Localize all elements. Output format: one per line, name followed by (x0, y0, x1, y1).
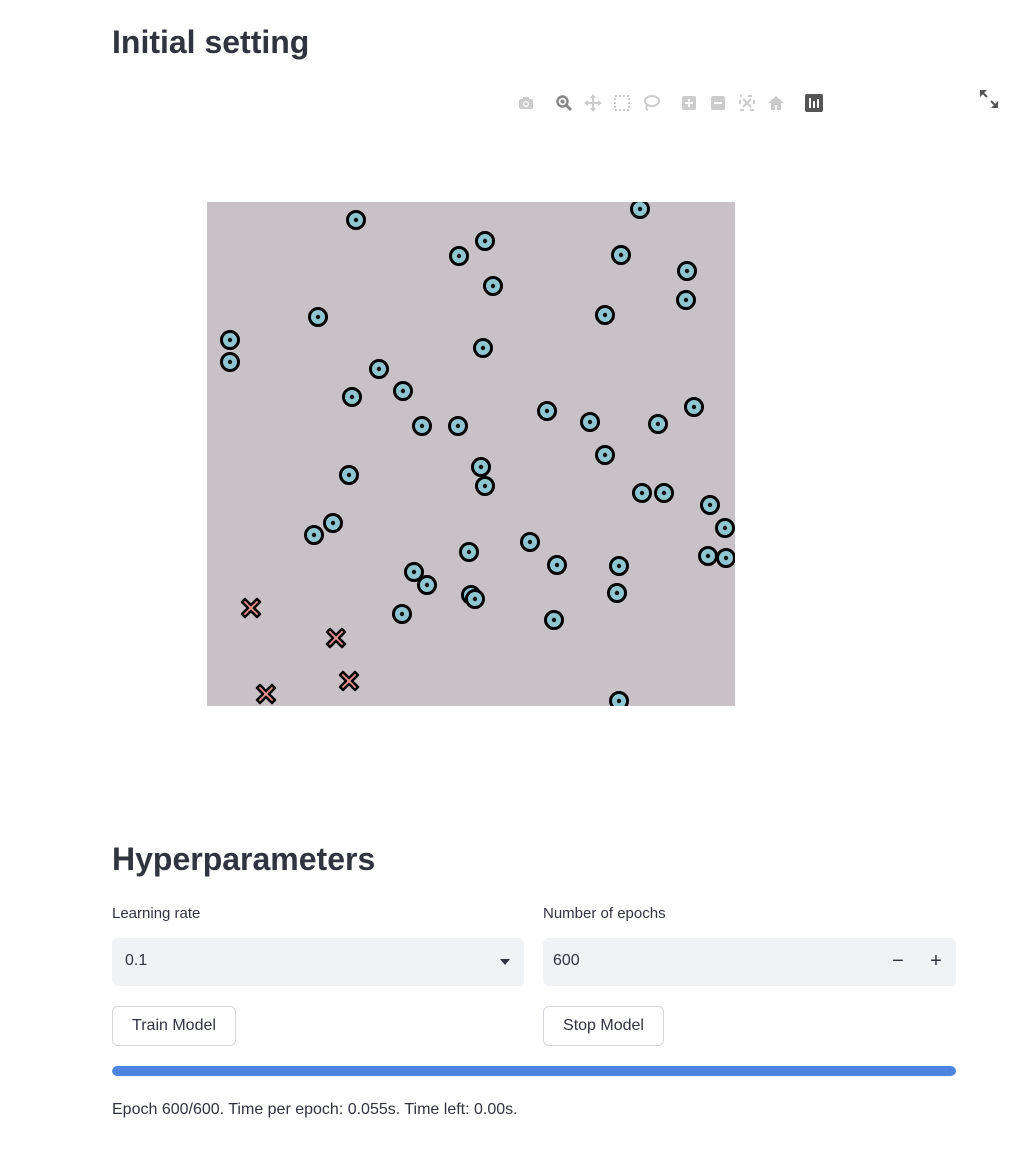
pan-icon[interactable] (582, 92, 604, 114)
circle-marker-point (308, 307, 328, 327)
circle-marker-point (547, 555, 567, 575)
circle-marker-point (342, 387, 362, 407)
zoom-in-icon[interactable] (678, 92, 700, 114)
circle-marker-point (677, 261, 697, 281)
circle-marker-point (716, 548, 735, 568)
circle-marker-point (220, 330, 240, 350)
section-title: Hyperparameters (112, 841, 376, 877)
circle-marker-point (520, 532, 540, 552)
circle-marker-point (346, 210, 366, 230)
circle-marker-point (611, 245, 631, 265)
circle-marker-point (465, 589, 485, 609)
chevron-down-icon (500, 959, 510, 965)
circle-marker-point (700, 495, 720, 515)
box-select-icon[interactable] (611, 92, 633, 114)
circle-marker-point (609, 556, 629, 576)
page-title: Initial setting (112, 24, 310, 60)
epochs-input[interactable]: 600 − + (543, 938, 956, 986)
increment-button[interactable]: + (930, 950, 942, 972)
circle-marker-point (339, 465, 359, 485)
circle-marker-point (654, 483, 674, 503)
circle-marker-point (459, 542, 479, 562)
circle-marker-point (475, 231, 495, 251)
decrement-button[interactable]: − (892, 950, 904, 972)
autoscale-icon[interactable] (736, 92, 758, 114)
circle-marker-point (609, 691, 629, 706)
circle-marker-point (676, 290, 696, 310)
progress-bar-fill (112, 1066, 956, 1076)
circle-marker-point (544, 610, 564, 630)
circle-marker-point (393, 381, 413, 401)
circle-marker-point (220, 352, 240, 372)
train-model-button[interactable]: Train Model (112, 1006, 236, 1046)
camera-icon[interactable] (515, 92, 537, 114)
scatter-plot[interactable] (207, 202, 735, 706)
circle-marker-point (471, 457, 491, 477)
zoom-out-icon[interactable] (707, 92, 729, 114)
circle-marker-point (369, 359, 389, 379)
epochs-value[interactable]: 600 (553, 952, 580, 969)
circle-marker-point (473, 338, 493, 358)
circle-marker-point (648, 414, 668, 434)
circle-marker-point (404, 562, 424, 582)
circle-marker-point (392, 604, 412, 624)
circle-marker-point (630, 202, 650, 219)
scatter-plot-svg (220, 202, 735, 706)
x-marker-point (338, 670, 360, 692)
circle-marker-point (412, 416, 432, 436)
circle-marker-point (323, 513, 343, 533)
fullscreen-icon[interactable] (978, 88, 1000, 110)
x-marker-point (240, 597, 262, 619)
circle-marker-point (684, 397, 704, 417)
plotly-logo-icon[interactable] (803, 92, 825, 114)
x-marker-point (255, 683, 277, 705)
circle-marker-point (580, 412, 600, 432)
circle-marker-point (449, 246, 469, 266)
circle-marker-point (304, 525, 324, 545)
circle-marker-point (475, 476, 495, 496)
learning-rate-value: 0.1 (125, 952, 148, 969)
stop-model-button[interactable]: Stop Model (543, 1006, 664, 1046)
circle-marker-point (698, 546, 718, 566)
circle-marker-point (595, 445, 615, 465)
learning-rate-label: Learning rate (112, 905, 201, 922)
circle-marker-point (607, 583, 627, 603)
circle-marker-point (417, 575, 437, 595)
circle-marker-point (537, 401, 557, 421)
lasso-icon[interactable] (640, 92, 662, 114)
circle-marker-point (715, 518, 735, 538)
circle-marker-point (448, 416, 468, 436)
epochs-label: Number of epochs (543, 905, 666, 922)
status-text: Epoch 600/600. Time per epoch: 0.055s. T… (112, 1101, 518, 1118)
progress-bar (112, 1066, 956, 1076)
circle-marker-point (595, 305, 615, 325)
circle-marker-point (632, 483, 652, 503)
learning-rate-select[interactable]: 0.1 (112, 938, 524, 986)
zoom-icon[interactable] (553, 92, 575, 114)
x-marker-point (325, 627, 347, 649)
circle-marker-point (483, 276, 503, 296)
reset-axes-icon[interactable] (765, 92, 787, 114)
